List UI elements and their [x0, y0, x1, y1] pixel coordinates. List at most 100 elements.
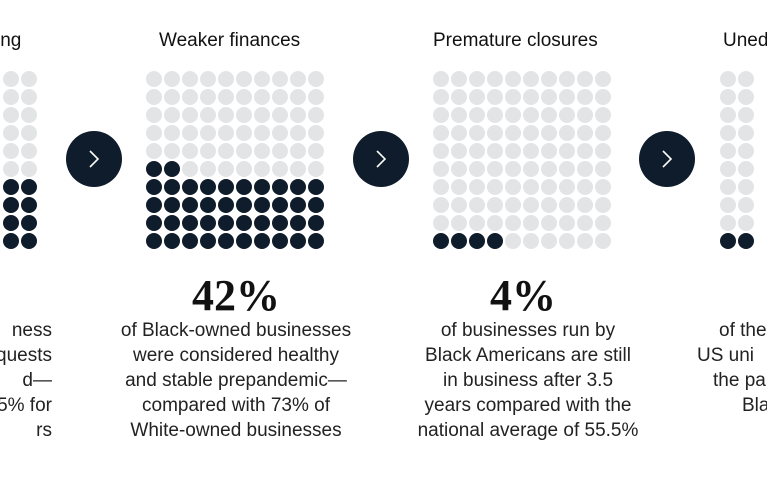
empty-dot: [21, 71, 37, 87]
filled-dot: [290, 215, 306, 231]
empty-dot: [738, 107, 754, 123]
filled-dot: [738, 233, 754, 249]
description-line: and stable prepandemic—: [125, 370, 347, 391]
panel-description-cropped-left: ness quests d— 5% for rs: [0, 318, 52, 443]
empty-dot: [3, 89, 19, 105]
empty-dot: [451, 161, 467, 177]
chevron-right-icon: [376, 150, 387, 168]
empty-dot: [469, 215, 485, 231]
empty-dot: [595, 89, 611, 105]
empty-dot: [738, 89, 754, 105]
empty-dot: [523, 107, 539, 123]
empty-dot: [451, 179, 467, 195]
empty-dot: [200, 89, 216, 105]
filled-dot: [182, 179, 198, 195]
empty-dot: [218, 161, 234, 177]
empty-dot: [272, 161, 288, 177]
empty-dot: [541, 179, 557, 195]
empty-dot: [200, 125, 216, 141]
empty-dot: [738, 161, 754, 177]
empty-dot: [200, 107, 216, 123]
empty-dot: [308, 125, 324, 141]
next-arrow-button[interactable]: [639, 131, 695, 187]
next-arrow-button[interactable]: [66, 131, 122, 187]
empty-dot: [505, 179, 521, 195]
empty-dot: [469, 161, 485, 177]
empty-dot: [3, 107, 19, 123]
empty-dot: [254, 71, 270, 87]
empty-dot: [236, 71, 252, 87]
filled-dot: [3, 233, 19, 249]
filled-dot: [3, 197, 19, 213]
chevron-right-icon: [662, 150, 673, 168]
next-arrow-button[interactable]: [353, 131, 409, 187]
panel-heading-premature-closures: Premature closures: [433, 30, 598, 51]
filled-dot: [200, 233, 216, 249]
description-line: d—: [22, 370, 52, 391]
empty-dot: [505, 161, 521, 177]
description-line: Bla: [742, 395, 767, 416]
empty-dot: [272, 107, 288, 123]
description-line: were considered healthy: [133, 345, 339, 366]
filled-dot: [290, 197, 306, 213]
empty-dot: [595, 71, 611, 87]
description-line: national average of 55.5%: [417, 420, 639, 441]
description-line: years compared with the: [424, 395, 632, 416]
empty-dot: [272, 71, 288, 87]
filled-dot: [308, 197, 324, 213]
empty-dot: [236, 161, 252, 177]
panel-heading-cropped-right: Uned: [723, 30, 767, 51]
description-line: quests: [0, 345, 52, 366]
dot-grid-weaker-finances: [146, 71, 324, 249]
empty-dot: [308, 161, 324, 177]
filled-dot: [21, 233, 37, 249]
filled-dot: [308, 233, 324, 249]
empty-dot: [21, 143, 37, 159]
empty-dot: [21, 125, 37, 141]
empty-dot: [738, 215, 754, 231]
empty-dot: [505, 215, 521, 231]
empty-dot: [559, 233, 575, 249]
empty-dot: [577, 143, 593, 159]
empty-dot: [200, 143, 216, 159]
empty-dot: [433, 197, 449, 213]
empty-dot: [595, 161, 611, 177]
empty-dot: [595, 233, 611, 249]
empty-dot: [541, 197, 557, 213]
filled-dot: [254, 215, 270, 231]
chevron-right-icon: [89, 150, 100, 168]
empty-dot: [146, 107, 162, 123]
empty-dot: [720, 107, 736, 123]
empty-dot: [254, 143, 270, 159]
filled-dot: [272, 233, 288, 249]
empty-dot: [505, 143, 521, 159]
description-line: Black Americans are still: [425, 345, 631, 366]
empty-dot: [505, 107, 521, 123]
empty-dot: [308, 71, 324, 87]
description-line: ness: [11, 320, 52, 341]
empty-dot: [451, 125, 467, 141]
empty-dot: [559, 215, 575, 231]
filled-dot: [146, 197, 162, 213]
filled-dot: [236, 197, 252, 213]
empty-dot: [720, 125, 736, 141]
empty-dot: [738, 197, 754, 213]
empty-dot: [182, 89, 198, 105]
empty-dot: [595, 215, 611, 231]
empty-dot: [3, 71, 19, 87]
empty-dot: [541, 71, 557, 87]
empty-dot: [451, 71, 467, 87]
panel-description-premature-closures: of businesses run by Black Americans are…: [408, 318, 648, 443]
empty-dot: [182, 143, 198, 159]
empty-dot: [3, 125, 19, 141]
dot-grid-cropped-left: [3, 71, 37, 249]
empty-dot: [505, 197, 521, 213]
empty-dot: [164, 89, 180, 105]
filled-dot: [200, 197, 216, 213]
empty-dot: [720, 89, 736, 105]
filled-dot: [3, 179, 19, 195]
empty-dot: [308, 107, 324, 123]
empty-dot: [164, 71, 180, 87]
empty-dot: [523, 161, 539, 177]
empty-dot: [182, 161, 198, 177]
